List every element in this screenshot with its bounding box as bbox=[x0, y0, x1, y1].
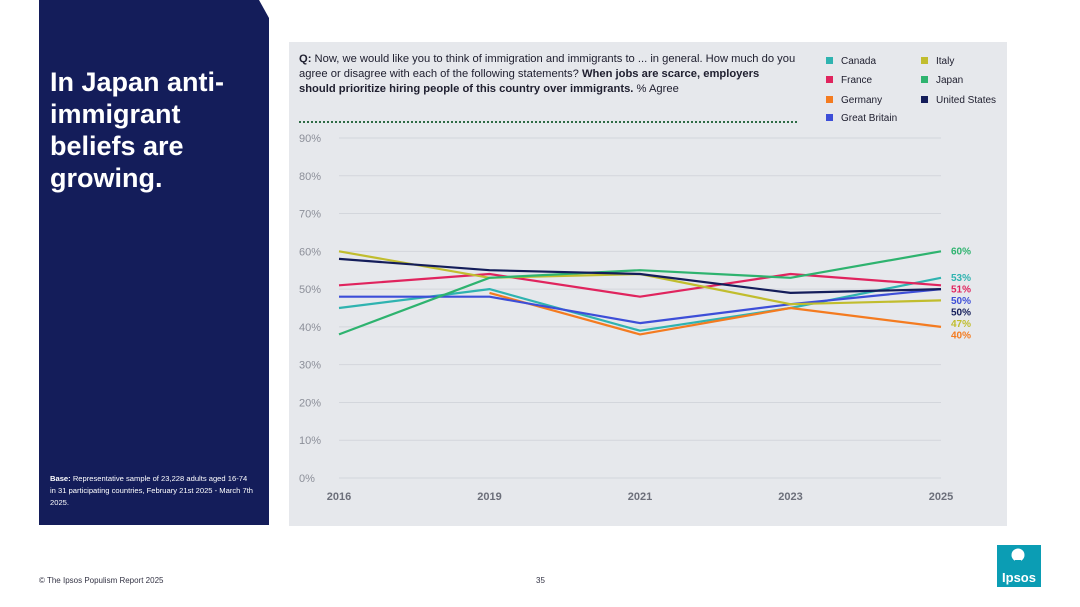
series-line-great-britain bbox=[339, 288, 942, 325]
question-statement: When jobs are scarce, employers should p… bbox=[299, 67, 760, 95]
end-label-canada: 53% bbox=[951, 273, 971, 284]
headline: In Japan anti-immigrant beliefs are grow… bbox=[50, 67, 225, 193]
chart-panel: Q: Now, we would like you to think of im… bbox=[289, 42, 1007, 526]
question-divider bbox=[299, 121, 797, 123]
legend-label-canada: Canada bbox=[841, 56, 877, 67]
line-chart: 0% 10% 20% 30% 40% 50% 60% 70% 80% 90% 2016 2019 202… bbox=[299, 133, 971, 503]
y-tick-label: 30% bbox=[299, 360, 321, 372]
end-label-united-states: 50% bbox=[951, 307, 971, 318]
legend-swatch-great-britain bbox=[826, 114, 833, 121]
x-tick-label: 2023 bbox=[778, 491, 802, 503]
x-tick-label: 2019 bbox=[477, 491, 501, 503]
end-label-great-britain: 50% bbox=[951, 296, 971, 307]
legend-label-france: France bbox=[841, 75, 873, 86]
series-line-canada bbox=[338, 276, 942, 332]
legend-item-great-britain: Great Britain bbox=[826, 113, 897, 124]
chart-legend: Canada France Germany Great Britain Ital… bbox=[826, 53, 1006, 137]
y-tick-label: 40% bbox=[299, 322, 321, 334]
series-line-france bbox=[338, 272, 942, 298]
series-line-germany bbox=[489, 291, 942, 336]
legend-label-germany: Germany bbox=[841, 95, 883, 106]
end-label-germany: 40% bbox=[951, 330, 971, 341]
legend-label-italy: Italy bbox=[936, 56, 955, 67]
question-prefix: Q: bbox=[299, 53, 312, 65]
title-panel: In Japan anti-immigrant beliefs are grow… bbox=[39, 0, 269, 525]
page-number: 35 bbox=[536, 576, 545, 585]
logo-head-shape bbox=[1011, 548, 1025, 562]
y-tick-label: 0% bbox=[299, 473, 315, 485]
y-tick-label: 50% bbox=[299, 284, 321, 296]
question-body: Now, we would like you to think of immig… bbox=[299, 53, 796, 80]
legend-swatch-united-states bbox=[921, 96, 928, 103]
base-note-text: Representative sample of 23,228 adults a… bbox=[50, 474, 254, 507]
legend-label-great-britain: Great Britain bbox=[841, 113, 898, 124]
legend-item-germany: Germany bbox=[826, 95, 882, 106]
ipsos-logo: Ipsos bbox=[997, 545, 1041, 587]
legend-swatch-france bbox=[826, 76, 833, 83]
y-tick-label: 60% bbox=[299, 246, 321, 258]
legend-swatch-japan bbox=[921, 76, 928, 83]
question-text: Q: Now, we would like you to think of im… bbox=[299, 52, 797, 96]
legend-item-france: France bbox=[826, 75, 872, 86]
y-tick-label: 90% bbox=[299, 133, 321, 145]
question-suffix: % Agree bbox=[636, 82, 679, 95]
logo-wordmark: Ipsos bbox=[1002, 570, 1036, 585]
legend-swatch-italy bbox=[921, 57, 928, 64]
legend-item-italy: Italy bbox=[921, 56, 954, 67]
logo-neck-cut bbox=[1015, 560, 1021, 568]
y-tick-label: 70% bbox=[299, 209, 321, 221]
base-note: Base: Representative sample of 23,228 ad… bbox=[50, 473, 255, 509]
legend-item-japan: Japan bbox=[921, 75, 963, 86]
footer-copyright: © The Ipsos Populism Report 2025 bbox=[39, 576, 164, 585]
series-line-united-states bbox=[338, 257, 942, 294]
y-tick-label: 10% bbox=[299, 435, 321, 447]
end-label-italy: 47% bbox=[951, 319, 971, 330]
x-tick-label: 2016 bbox=[327, 491, 351, 503]
end-label-japan: 60% bbox=[951, 246, 971, 257]
end-label-france: 51% bbox=[951, 284, 971, 295]
y-tick-label: 20% bbox=[299, 397, 321, 409]
x-tick-label: 2021 bbox=[628, 491, 652, 503]
legend-swatch-canada bbox=[826, 57, 833, 64]
base-note-label: Base: bbox=[50, 474, 71, 483]
legend-label-japan: Japan bbox=[936, 75, 964, 86]
y-tick-label: 80% bbox=[299, 171, 321, 183]
legend-item-united-states: United States bbox=[921, 95, 996, 106]
x-tick-label: 2025 bbox=[929, 491, 953, 503]
legend-item-canada: Canada bbox=[826, 56, 876, 67]
legend-swatch-germany bbox=[826, 96, 833, 103]
series-line-japan bbox=[338, 250, 942, 336]
legend-label-united-states: United States bbox=[936, 95, 997, 106]
panel-corner-notch bbox=[259, 0, 269, 18]
